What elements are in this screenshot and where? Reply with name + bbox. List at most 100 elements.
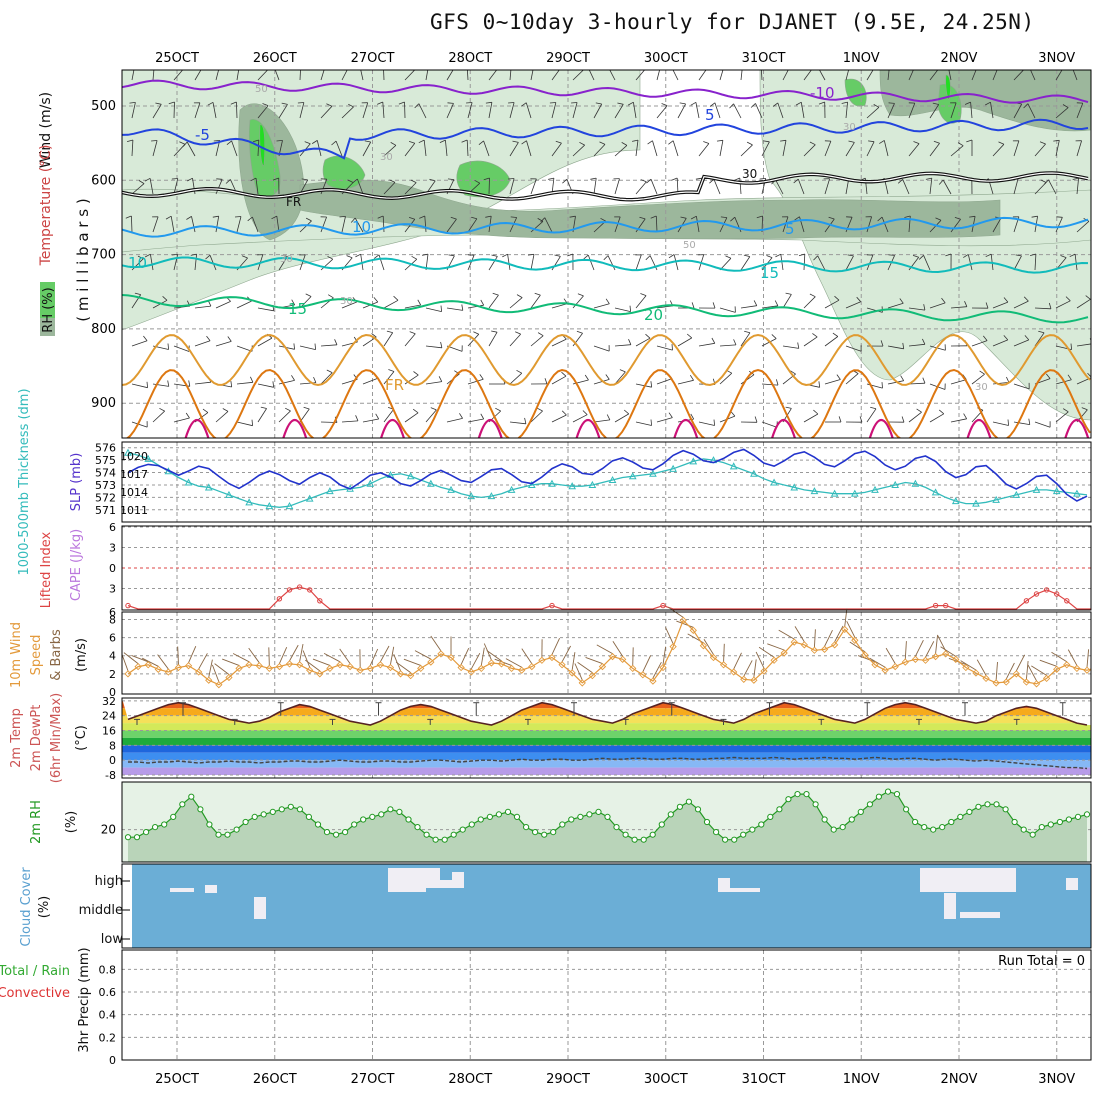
wind-barb bbox=[739, 177, 742, 195]
wind-barb-flag bbox=[671, 177, 678, 181]
thickness-marker bbox=[750, 469, 758, 477]
y-tick-label: -8 bbox=[105, 769, 116, 782]
wind-barb-flag bbox=[1056, 216, 1063, 218]
wind-barb-flag bbox=[621, 142, 628, 146]
lifted-index-marker bbox=[943, 602, 949, 609]
wind-barb bbox=[173, 417, 190, 423]
wind-barb-flag bbox=[888, 254, 895, 256]
wind-speed-marker bbox=[942, 650, 950, 658]
wind-barb-flag bbox=[1048, 302, 1052, 309]
wind-barb-flag bbox=[691, 302, 695, 309]
wind-speed-marker bbox=[780, 649, 788, 657]
wind-barb bbox=[530, 294, 541, 309]
wind-barb-flag bbox=[549, 102, 556, 104]
contour-15 bbox=[122, 294, 1089, 324]
wind-barb-flag bbox=[909, 65, 915, 66]
panel-frame bbox=[121, 441, 1092, 523]
wind-barb bbox=[1013, 178, 1019, 195]
wind-speed-marker bbox=[265, 664, 273, 673]
wind-barb bbox=[587, 254, 595, 271]
wind-barb-flag bbox=[471, 216, 478, 220]
upper-grid bbox=[122, 70, 1091, 438]
surface-wind-barb bbox=[268, 647, 270, 666]
wind-barb bbox=[131, 258, 144, 271]
wind-barb-flag bbox=[794, 216, 800, 221]
wind-barb bbox=[215, 70, 219, 81]
surface-wind-barb bbox=[339, 648, 351, 664]
wind-barb bbox=[488, 177, 490, 195]
surface-wind-barb bbox=[976, 659, 987, 676]
surface-wind-barb bbox=[561, 645, 571, 663]
wind-barb bbox=[929, 142, 940, 157]
wind-barb-flag bbox=[297, 102, 304, 104]
wind-speed-marker bbox=[336, 661, 344, 669]
wind-barb bbox=[740, 144, 753, 157]
wind-barb-flag bbox=[686, 333, 693, 339]
wind-speed-marker bbox=[669, 643, 677, 651]
wind-barb-flag bbox=[129, 64, 135, 65]
wind-barb bbox=[509, 297, 523, 309]
wind-barb bbox=[782, 70, 789, 81]
wind-barb bbox=[236, 300, 252, 309]
wind-barb bbox=[341, 216, 346, 233]
wind-barb-flag bbox=[524, 417, 527, 424]
wind-barb bbox=[173, 101, 175, 119]
wind-barb-flag bbox=[918, 255, 924, 260]
wind-barb-flag bbox=[729, 103, 734, 109]
y-tick-label: 6 bbox=[109, 606, 116, 619]
wind-barb bbox=[236, 101, 238, 119]
wind-barb-flag bbox=[364, 140, 371, 143]
wind-barb-flag bbox=[628, 339, 632, 345]
wind-barb bbox=[992, 301, 1009, 309]
wind-barb-flag bbox=[776, 379, 779, 386]
wind-speed-marker bbox=[962, 663, 970, 672]
thickness-marker bbox=[285, 502, 294, 510]
wind-barb bbox=[1034, 253, 1037, 271]
wind-barb-flag bbox=[125, 215, 132, 219]
wind-barb bbox=[614, 413, 630, 423]
contour-label: 50 bbox=[683, 240, 696, 251]
wind-barb-flag bbox=[590, 177, 597, 180]
wind-barb bbox=[236, 345, 253, 352]
wind-barb-flag bbox=[137, 255, 144, 260]
wind-barb-flag bbox=[848, 140, 855, 143]
surface-wind-barb bbox=[1031, 665, 1047, 676]
wind-barb-flag bbox=[923, 304, 926, 311]
ylabel-speed: Speed bbox=[29, 635, 44, 676]
wind-speed-marker bbox=[699, 642, 708, 650]
y-tick-label: 572 bbox=[95, 491, 116, 504]
wind-speed-marker bbox=[356, 666, 364, 674]
rh-marker bbox=[188, 793, 195, 800]
surface-wind-barb bbox=[723, 643, 725, 662]
x-tick-label-top: 2NOV bbox=[941, 51, 978, 66]
wind-barb bbox=[1055, 70, 1063, 81]
wind-speed-marker bbox=[376, 661, 385, 669]
wind-speed-marker bbox=[417, 664, 425, 673]
thickness-marker bbox=[729, 462, 738, 470]
wind-barb bbox=[509, 70, 512, 81]
wind-speed-marker bbox=[235, 664, 243, 673]
wind-speed-marker bbox=[830, 641, 839, 649]
wind-barb-flag bbox=[813, 409, 819, 415]
wind-barb bbox=[845, 373, 859, 385]
y-tick-label: 574 bbox=[95, 467, 116, 480]
surface-wind-barb bbox=[480, 647, 485, 666]
wind-barb bbox=[1013, 103, 1023, 119]
wind-barb bbox=[1013, 421, 1030, 425]
surface-wind-barb bbox=[612, 640, 624, 657]
wind-barb bbox=[446, 418, 463, 423]
wind-barb bbox=[929, 413, 945, 423]
wind-barb bbox=[382, 215, 385, 233]
wind-barb bbox=[719, 307, 736, 313]
wind-barb-flag bbox=[227, 336, 232, 342]
wind-barb-flag bbox=[188, 380, 191, 387]
wind-barb bbox=[231, 140, 238, 157]
surface-wind-barb bbox=[302, 650, 311, 668]
y-tick-label: 573 bbox=[95, 479, 116, 492]
wind-barb-flag bbox=[668, 140, 674, 145]
wind-barb-flag bbox=[753, 300, 758, 306]
wind-barb bbox=[572, 332, 583, 347]
wind-speed-marker bbox=[548, 653, 556, 662]
wind-barb bbox=[131, 421, 148, 428]
wind-barb bbox=[483, 140, 490, 157]
